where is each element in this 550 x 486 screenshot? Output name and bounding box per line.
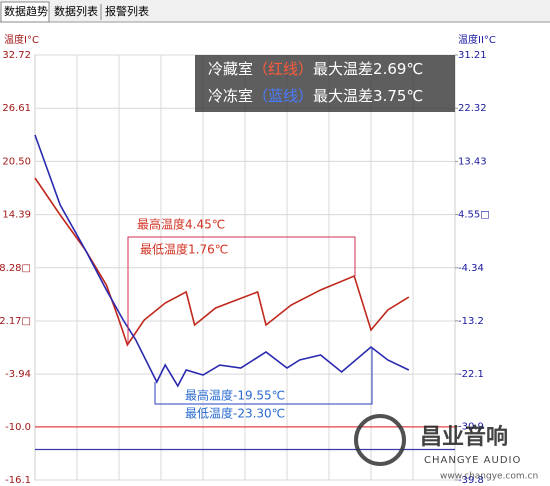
- tab[interactable]: 数据趋势: [4, 4, 48, 18]
- y-axis-label: 温度I°C: [4, 33, 39, 46]
- url: www.changye.com.cn: [440, 472, 538, 482]
- annotation: 最高温度-19.55℃: [185, 388, 285, 403]
- tab[interactable]: 数据列表: [54, 4, 98, 18]
- annotations: 最高温度4.45℃ 最低温度1.76℃ 最高温度-19.55℃ 最低温度-23.30℃: [137, 217, 285, 421]
- legend-name: 冷藏室: [208, 60, 253, 78]
- legend-tag: （红线）: [253, 60, 313, 78]
- legend-note: 最大温差3.75℃: [313, 87, 423, 105]
- legend-entry: 冷藏室（红线）最大温差2.69℃: [208, 60, 423, 78]
- y2-tick-label: -13.2: [458, 316, 484, 327]
- annotation: 最低温度-23.30℃: [185, 406, 285, 421]
- y2-tick-label: -22.1: [458, 369, 484, 380]
- legend: 冷藏室（红线）最大温差2.69℃ 冷冻室（蓝线）最大温差3.75℃: [208, 60, 423, 105]
- legend-tag: （蓝线）: [253, 87, 313, 105]
- logo: [354, 414, 406, 466]
- tab-active[interactable]: [0, 1, 50, 23]
- watermark: 昌业音响 CHANGYE AUDIO www.changye.com.cn: [354, 414, 538, 482]
- annotation: 最高温度4.45℃: [137, 217, 225, 232]
- annotation-bracket: [127, 236, 356, 345]
- y2-tick-label: -39.8: [458, 475, 484, 486]
- y-tick-label: 20.50: [2, 156, 31, 167]
- legend-entry: 冷冻室（蓝线）最大温差3.75℃: [208, 87, 423, 105]
- y-tick-label: 26.61: [2, 103, 31, 114]
- y2-tick-label: 4.55□: [458, 210, 490, 221]
- y2-tick-label: -4.34: [458, 263, 484, 274]
- brand-sub: CHANGYE AUDIO: [424, 455, 521, 466]
- y-tick-label: 8.28□: [0, 263, 31, 274]
- legend-box: [195, 55, 455, 112]
- y-tick-label: -10.0: [5, 422, 31, 433]
- y-tick-label: -16.1: [5, 475, 31, 486]
- tab-bar: [0, 0, 550, 22]
- y-tick-label: 14.39: [2, 210, 31, 221]
- y2-tick-label: 31.21: [458, 50, 487, 61]
- annotation: 最低温度1.76℃: [140, 242, 228, 257]
- y2-tick-label: -30.9: [458, 422, 484, 433]
- y-tick-label: 32.72: [2, 50, 31, 61]
- y2-axis-label: 温度II°C: [458, 33, 496, 46]
- brand: 昌业音响: [420, 424, 508, 450]
- tab[interactable]: 报警列表: [105, 4, 149, 18]
- y-tick-label: -3.94: [5, 369, 31, 380]
- legend-note: 最大温差2.69℃: [313, 60, 423, 78]
- series-line: [34, 134, 410, 388]
- annotation-bracket: [154, 347, 373, 405]
- y2-tick-label: 22.32: [458, 103, 487, 114]
- plot: 32.72 26.61 20.50 14.39 8.28□ 2.17□ -3.94 -10.0…: [0, 50, 490, 486]
- series-line: [34, 177, 410, 347]
- legend-name: 冷冻室: [208, 87, 253, 105]
- y-tick-label: 2.17□: [0, 316, 31, 327]
- y2-tick-label: 13.43: [458, 156, 487, 167]
